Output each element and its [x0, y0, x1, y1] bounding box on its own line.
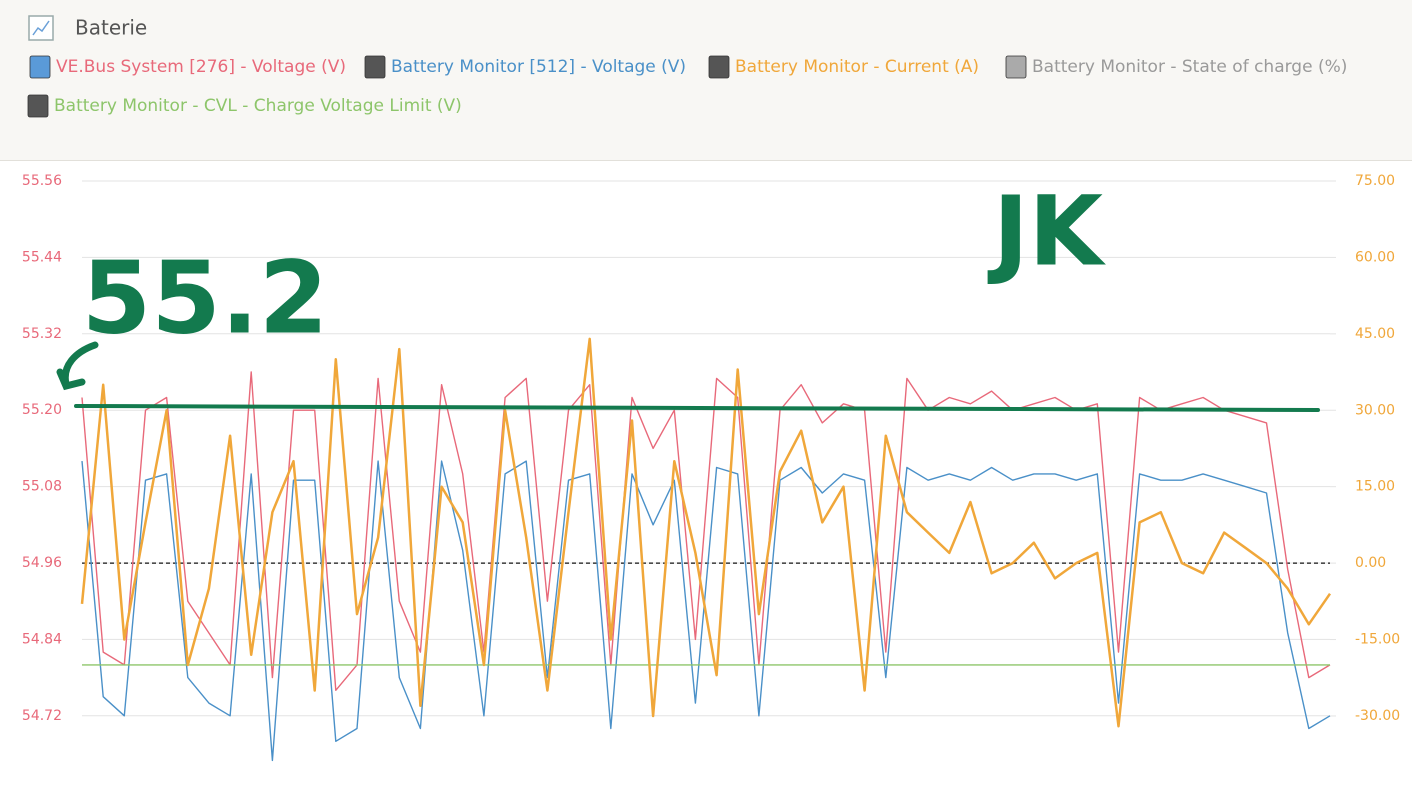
y-tick-label: 54.72	[22, 708, 62, 724]
legend-label[interactable]: Battery Monitor - CVL - Charge Voltage L…	[54, 96, 462, 116]
chart-icon	[28, 15, 54, 41]
legend-icon[interactable]	[27, 94, 49, 118]
y-tick-label: 55.32	[22, 326, 62, 342]
y2-tick-label: -15.00	[1355, 632, 1400, 648]
hand-drawn-line	[74, 404, 1320, 412]
y-tick-label: 55.08	[22, 479, 62, 495]
y-tick-label: 55.56	[22, 173, 62, 189]
y-tick-label: 54.96	[22, 555, 62, 571]
annotation: 55.2	[82, 239, 329, 356]
legend-label[interactable]: VE.Bus System [276] - Voltage (V)	[56, 57, 346, 77]
legend-icon[interactable]	[29, 55, 51, 79]
y2-tick-label: 0.00	[1355, 555, 1386, 571]
y2-tick-label: 45.00	[1355, 326, 1395, 342]
legend-icon[interactable]	[708, 55, 730, 79]
legend-icon[interactable]	[364, 55, 386, 79]
series-line	[80, 337, 1332, 728]
y2-tick-label: 15.00	[1355, 479, 1395, 495]
annotation: JK	[987, 175, 1107, 287]
y-tick-label: 54.84	[22, 631, 62, 647]
y2-tick-label: 30.00	[1355, 402, 1395, 418]
series-line	[81, 371, 1331, 691]
y2-tick-label: 60.00	[1355, 249, 1395, 265]
legend-label[interactable]: Battery Monitor - Current (A)	[735, 57, 979, 77]
y2-tick-label: 75.00	[1355, 173, 1395, 189]
legend-label[interactable]: Battery Monitor [512] - Voltage (V)	[391, 57, 686, 77]
legend-icon[interactable]	[1005, 55, 1027, 79]
y-tick-label: 55.20	[22, 402, 62, 418]
chart-title: Baterie	[75, 16, 147, 40]
header-panel	[0, 0, 1412, 160]
legend-label[interactable]: Battery Monitor - State of charge (%)	[1032, 57, 1347, 77]
y-tick-label: 55.44	[22, 249, 62, 265]
hand-drawn-arrow	[56, 341, 99, 391]
y2-tick-label: -30.00	[1355, 708, 1400, 724]
